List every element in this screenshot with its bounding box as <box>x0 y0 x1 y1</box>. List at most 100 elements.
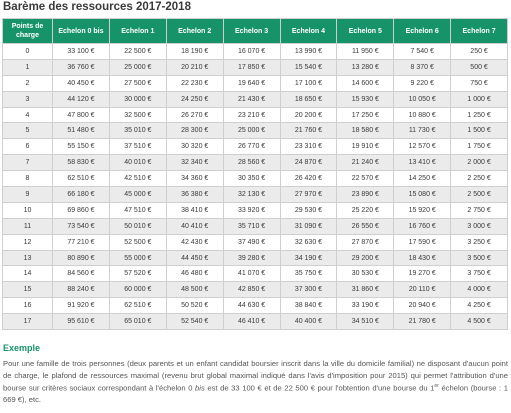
table-cell: 3 000 € <box>450 217 508 235</box>
table-cell: 58 830 € <box>52 154 110 172</box>
table-cell: 32 500 € <box>108 106 167 124</box>
column-header: Echelon 6 <box>393 18 452 44</box>
table-cell: 37 510 € <box>108 138 167 156</box>
table-cell: 4 <box>2 106 53 124</box>
table-cell: 55 000 € <box>108 249 167 267</box>
table-cell: 21 760 € <box>279 122 338 140</box>
table-cell: 26 420 € <box>279 170 338 188</box>
table-cell: 13 280 € <box>336 58 395 76</box>
table-cell: 1 750 € <box>450 138 508 156</box>
table-cell: 17 <box>2 313 53 331</box>
text: Pour une famille de trois personnes (deu… <box>3 359 508 393</box>
table-cell: 21 430 € <box>222 90 281 108</box>
table-cell: 30 530 € <box>336 265 395 283</box>
table: Points de charge Echelon 0 bis Echelon 1 Ec… <box>2 18 508 331</box>
table-cell: 8 <box>2 170 53 188</box>
table-cell: 14 600 € <box>336 74 395 92</box>
table-cell: 38 410 € <box>165 201 224 219</box>
table-cell: 18 580 € <box>336 122 395 140</box>
table-cell: 95 610 € <box>52 313 110 331</box>
table-cell: 50 010 € <box>108 217 167 235</box>
table-cell: 32 630 € <box>279 233 338 251</box>
table-cell: 21 240 € <box>336 154 395 172</box>
table-row: 6 55 150 €37 510 €30 320 €26 770 €23 310 … <box>2 138 508 156</box>
table-cell: 44 450 € <box>165 249 224 267</box>
table-cell: 18 430 € <box>393 249 452 267</box>
table-cell: 62 510 € <box>108 297 167 315</box>
table-cell: 33 190 € <box>336 297 395 315</box>
column-header: Echelon 0 bis <box>52 18 110 44</box>
table-cell: 34 360 € <box>165 170 224 188</box>
table-row: 0 33 100 €22 500 €18 190 €16 070 €13 990 … <box>2 43 508 60</box>
table-cell: 16 <box>2 297 53 315</box>
column-header: Echelon 3 <box>222 18 281 44</box>
table-cell: 14 <box>2 265 53 283</box>
table-row: 7 58 830 €40 010 €32 340 €28 560 €24 870 … <box>2 154 508 172</box>
table-cell: 34 510 € <box>336 313 395 331</box>
table-cell: 20 110 € <box>393 281 452 299</box>
table-cell: 7 540 € <box>393 43 452 60</box>
table-cell: 35 010 € <box>108 122 167 140</box>
table-cell: 250 € <box>450 43 508 60</box>
table-cell: 15 080 € <box>393 186 452 203</box>
table-cell: 17 250 € <box>336 106 395 124</box>
table-cell: 15 920 € <box>393 201 452 219</box>
title: Barème des ressources 2017-2018 <box>3 1 191 13</box>
table-cell: 0 <box>2 43 53 60</box>
table-cell: 750 € <box>450 74 508 92</box>
table-cell: 7 <box>2 154 53 172</box>
table-cell: 84 560 € <box>52 265 110 283</box>
table-cell: 16 760 € <box>393 217 452 235</box>
table-row: 5 51 480 €35 010 €28 300 €25 000 €21 760 … <box>2 122 508 140</box>
table-cell: 15 540 € <box>279 58 338 76</box>
text-superscript: er <box>434 383 439 390</box>
table-cell: 11 730 € <box>393 122 452 140</box>
column-header: Echelon 7 <box>450 18 508 44</box>
table-cell: 13 990 € <box>279 43 338 60</box>
table-cell: 33 920 € <box>222 201 281 219</box>
table-cell: 14 250 € <box>393 170 452 188</box>
table-cell: 28 300 € <box>165 122 224 140</box>
table-cell: 22 500 € <box>108 43 167 60</box>
table-row: 3 44 120 €30 000 €24 250 €21 430 €18 650 … <box>2 90 508 108</box>
example-text: Pour une famille de trois personnes (deu… <box>3 358 508 406</box>
table-cell: 26 270 € <box>165 106 224 124</box>
table-cell: 48 500 € <box>165 281 224 299</box>
table-cell: 18 190 € <box>165 43 224 60</box>
table-cell: 40 010 € <box>108 154 167 172</box>
table-cell: 9 <box>2 186 53 203</box>
table-cell: 20 200 € <box>279 106 338 124</box>
table-cell: 12 <box>2 233 53 251</box>
table-cell: 20 210 € <box>165 58 224 76</box>
table-row: 15 88 240 €60 000 €48 500 €42 850 €37 300… <box>2 281 508 299</box>
table-row: 2 40 450 €27 500 €22 230 €19 640 €17 100 … <box>2 74 508 92</box>
table-cell: 13 410 € <box>393 154 452 172</box>
table-cell: 40 450 € <box>52 74 110 92</box>
table-row: 13 80 890 €55 000 €44 450 €39 280 €34 190… <box>2 249 508 267</box>
table-cell: 46 410 € <box>222 313 281 331</box>
table-cell: 62 510 € <box>52 170 110 188</box>
table-cell: 1 000 € <box>450 90 508 108</box>
table-cell: 41 070 € <box>222 265 281 283</box>
table-cell: 13 <box>2 249 53 267</box>
table-cell: 30 320 € <box>165 138 224 156</box>
table-cell: 52 540 € <box>165 313 224 331</box>
table-cell: 30 000 € <box>108 90 167 108</box>
table-cell: 17 100 € <box>279 74 338 92</box>
table-cell: 3 750 € <box>450 265 508 283</box>
table-cell: 28 560 € <box>222 154 281 172</box>
table-cell: 35 750 € <box>279 265 338 283</box>
table-cell: 4 250 € <box>450 297 508 315</box>
table-row: 16 91 920 €62 510 €50 520 €44 630 €38 840… <box>2 297 508 315</box>
table-cell: 26 770 € <box>222 138 281 156</box>
table-row: 10 69 860 €47 510 €38 410 €33 920 €29 530… <box>2 201 508 219</box>
table-cell: 24 250 € <box>165 90 224 108</box>
table-cell: 37 300 € <box>279 281 338 299</box>
table-cell: 15 <box>2 281 53 299</box>
table-cell: 50 520 € <box>165 297 224 315</box>
header-row: Points de charge Echelon 0 bis Echelon 1 Ec… <box>2 18 508 44</box>
table-cell: 25 000 € <box>108 58 167 76</box>
table-cell: 30 350 € <box>222 170 281 188</box>
table-cell: 91 920 € <box>52 297 110 315</box>
